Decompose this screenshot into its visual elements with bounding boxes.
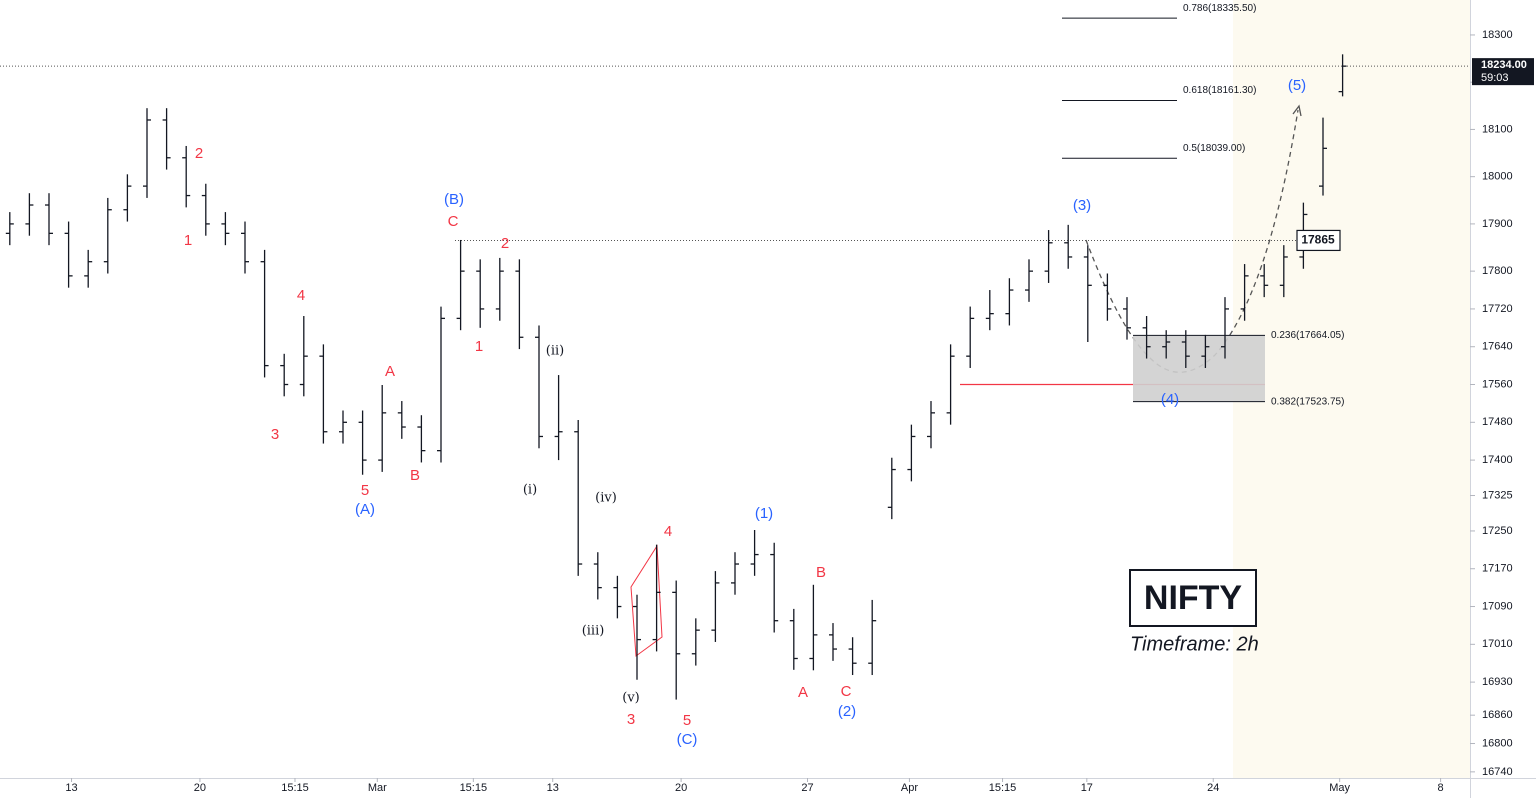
fib-zone	[1133, 335, 1265, 402]
wave-label: A	[798, 684, 808, 701]
y-tick-label: 17800	[1482, 265, 1513, 277]
y-tick-label: 17560	[1482, 378, 1513, 390]
wave-label: (A)	[355, 501, 375, 518]
wave-label: (B)	[444, 191, 464, 208]
wave-label: (5)	[1288, 77, 1306, 94]
wave-label: (ii)	[546, 344, 564, 359]
y-tick-label: 17480	[1482, 416, 1513, 428]
y-tick-label: 17400	[1482, 454, 1513, 466]
x-tick-label: 17	[1081, 782, 1093, 794]
wave-label: 3	[627, 711, 635, 728]
y-tick-label: 17090	[1482, 600, 1513, 612]
x-tick-label: 20	[194, 782, 206, 794]
wave-label: B	[816, 564, 826, 581]
symbol: NIFTY	[1144, 579, 1243, 617]
wave-label: A	[385, 363, 395, 380]
last-price-label: 18234.00	[1481, 59, 1527, 71]
fib-label: 0.786(18335.50)	[1183, 3, 1256, 14]
wave-label: 4	[297, 287, 305, 304]
wave-label: 4	[664, 523, 672, 540]
y-tick-label: 17720	[1482, 303, 1513, 315]
y-tick-label: 17010	[1482, 638, 1513, 650]
fib-label: 0.236(17664.05)	[1271, 330, 1344, 341]
y-tick-label: 17250	[1482, 525, 1513, 537]
symbol-box	[1129, 569, 1257, 627]
x-tick-label: 27	[801, 782, 813, 794]
countdown: 59:03	[1481, 72, 1509, 84]
projection-path	[1085, 109, 1299, 373]
wave-label: 5	[361, 482, 369, 499]
wave-label: 5	[683, 712, 691, 729]
y-tick-label: 18000	[1482, 171, 1513, 183]
wave-label: 2	[501, 235, 509, 252]
x-tick-label: Mar	[368, 782, 387, 794]
y-tick-label: 16740	[1482, 766, 1513, 778]
last-price-box	[1472, 58, 1534, 86]
wave-label: (i)	[523, 483, 537, 498]
fib-label: 0.618(18161.30)	[1183, 85, 1256, 96]
y-tick-label: 18100	[1482, 123, 1513, 135]
wave-label: 1	[475, 338, 483, 355]
x-tick-label: Apr	[901, 782, 918, 794]
level-label-box	[1296, 229, 1341, 252]
x-tick-label: 15:15	[989, 782, 1017, 794]
y-tick-label: 18300	[1482, 29, 1513, 41]
wave-label: C	[841, 683, 852, 700]
y-tick-label: 17640	[1482, 341, 1513, 353]
wave-label: (3)	[1073, 197, 1091, 214]
wave-label: (4)	[1161, 391, 1179, 408]
y-tick-label: 17170	[1482, 563, 1513, 575]
wave-label: (iv)	[595, 491, 617, 506]
x-tick-label: 20	[675, 782, 687, 794]
wave-label: 3	[271, 426, 279, 443]
x-tick-label: 13	[65, 782, 77, 794]
wave-label: (2)	[838, 703, 856, 720]
y-tick-label: 16860	[1482, 709, 1513, 721]
projection-arrow	[1292, 104, 1302, 117]
wave-label: B	[410, 467, 420, 484]
wave-label: 1	[184, 232, 192, 249]
y-tick-label: 16930	[1482, 676, 1513, 688]
wave-label: (C)	[677, 731, 698, 748]
x-tick-label: 24	[1207, 782, 1219, 794]
timeframe: Timeframe: 2h	[1130, 633, 1259, 655]
x-tick-label: 13	[547, 782, 559, 794]
wave-label: 2	[195, 145, 203, 162]
wave-label: (v)	[622, 691, 640, 706]
x-tick-label: 15:15	[460, 782, 488, 794]
session-highlight	[1233, 0, 1470, 778]
level-label: 17865	[1301, 233, 1335, 247]
wave-label: (1)	[755, 505, 773, 522]
y-tick-label: 17900	[1482, 218, 1513, 230]
x-tick-label: 15:15	[281, 782, 309, 794]
wedge	[630, 544, 663, 657]
wave-label: (iii)	[582, 624, 605, 639]
y-tick-label: 16800	[1482, 737, 1513, 749]
fib-label: 0.382(17523.75)	[1271, 396, 1344, 407]
fib-label: 0.5(18039.00)	[1183, 143, 1245, 154]
y-tick-label: 17325	[1482, 489, 1513, 501]
x-tick-label: 8	[1438, 782, 1444, 794]
x-tick-label: May	[1329, 782, 1350, 794]
wave-label: C	[448, 213, 459, 230]
